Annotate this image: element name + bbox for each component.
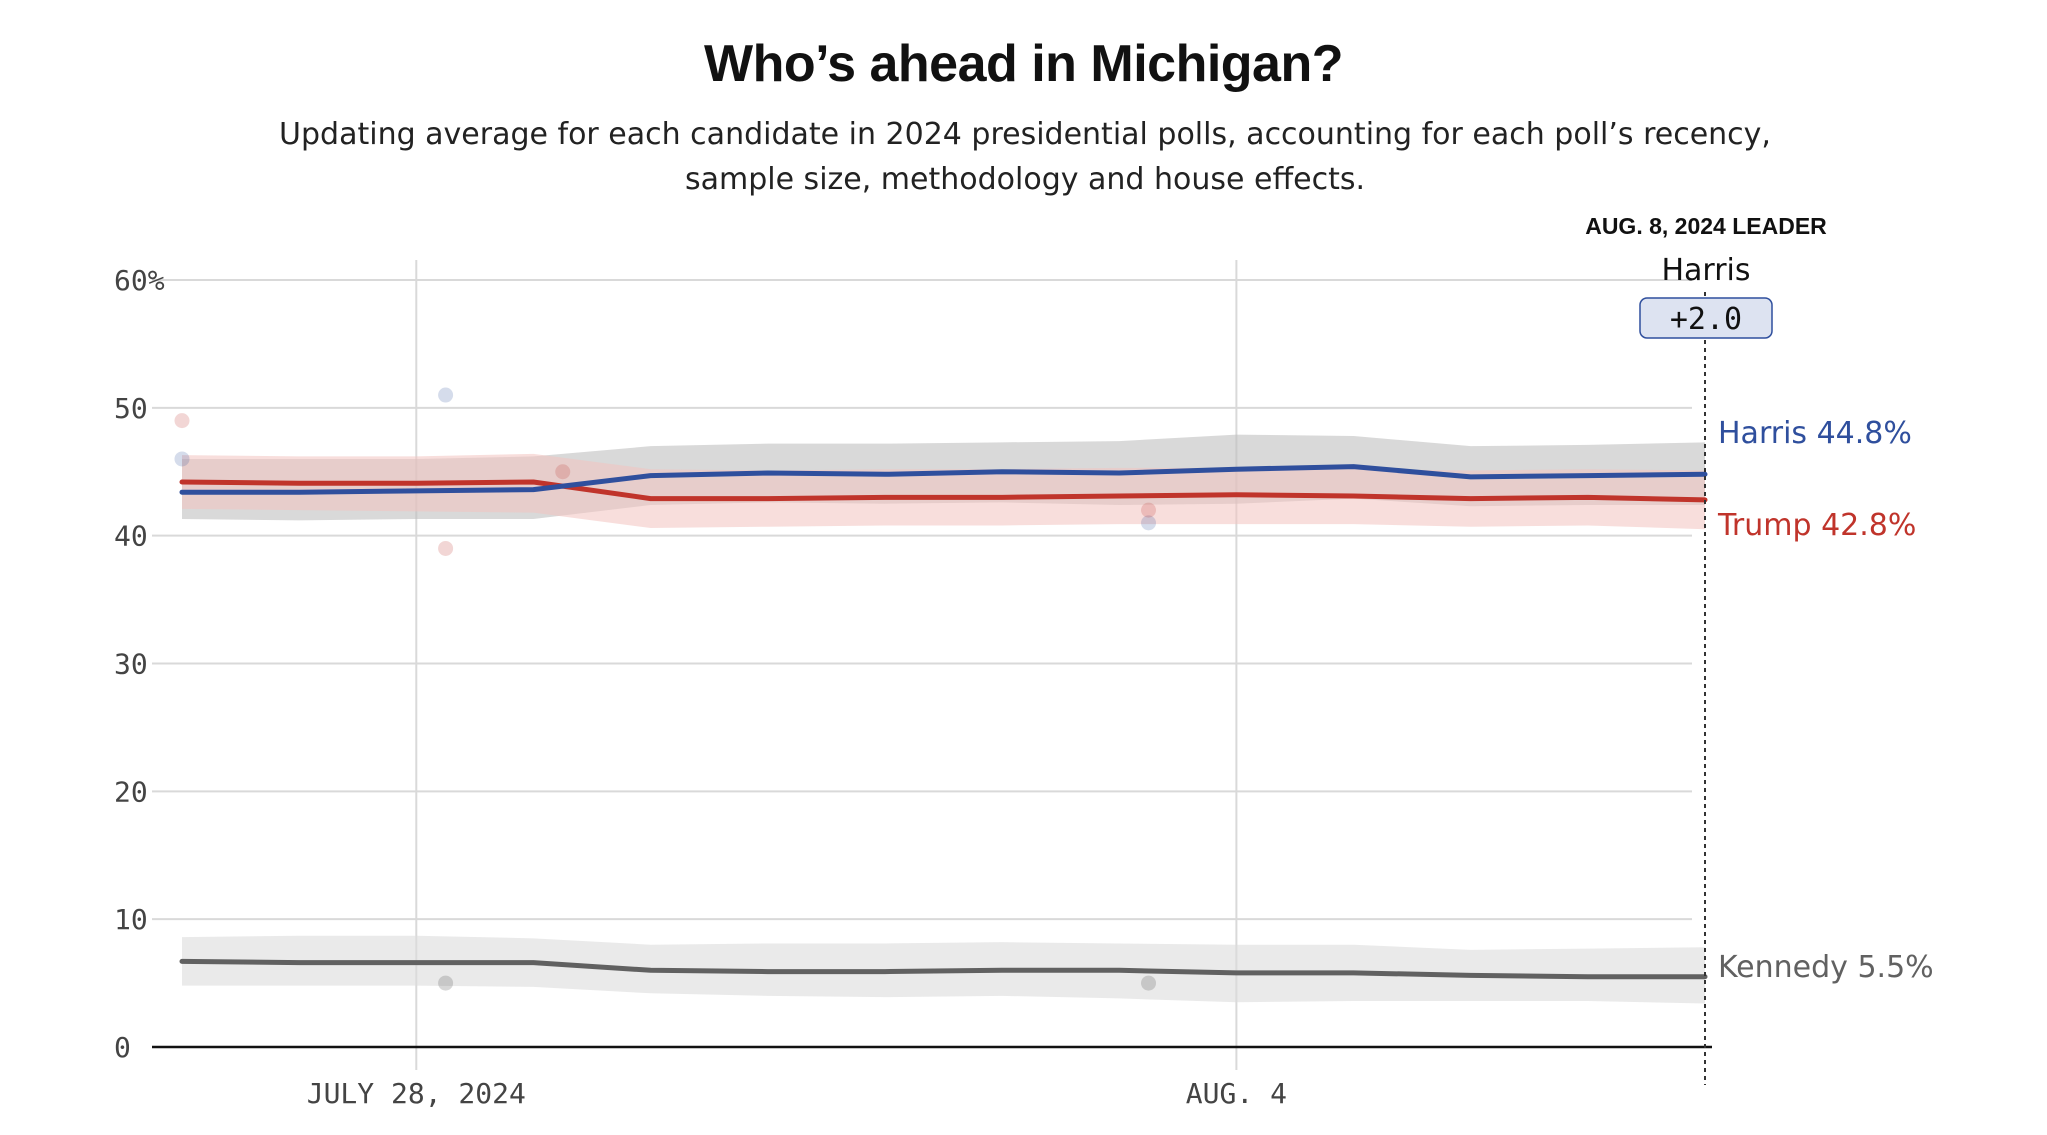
x-tick-label: JULY 28, 2024 (307, 1077, 526, 1110)
kennedy-poll-dot (438, 975, 454, 991)
kennedy-average-line (179, 958, 1708, 980)
harris-poll-dot (1141, 515, 1157, 531)
harris-end-label: Harris 44.8% (1718, 416, 1912, 451)
gridlines (152, 260, 1692, 1070)
leader-margin: +2.0 (1670, 302, 1742, 337)
page-subtitle: Updating average for each candidate in 2… (279, 117, 1771, 197)
y-tick-label: 60% (114, 264, 165, 297)
end-labels: Harris 44.8% Trump 42.8% Kennedy 5.5% (1717, 416, 1934, 985)
trump-poll-dot (174, 413, 190, 429)
harris-average-line (179, 464, 1708, 495)
y-tick-label: 0 (114, 1031, 131, 1064)
kennedy-end-label: Kennedy 5.5% (1718, 950, 1934, 985)
y-tick-label: 50 (114, 392, 148, 425)
trump-average-line (179, 479, 1708, 503)
y-tick-label: 40 (114, 520, 148, 553)
poll-dots (174, 387, 1157, 991)
kennedy-poll-dot (1141, 975, 1157, 991)
trump-poll-dot (438, 540, 454, 556)
leader-name: Harris (1661, 253, 1750, 288)
y-tick-label: 30 (114, 648, 148, 681)
trump-poll-dot (555, 464, 571, 480)
harris-poll-dot (174, 451, 190, 467)
y-tick-label: 10 (114, 903, 148, 936)
page-title: Who’s ahead in Michigan? (704, 35, 1344, 93)
harris-poll-dot (438, 387, 454, 403)
trump-end-label: Trump 42.8% (1717, 508, 1916, 543)
trump-poll-dot (1141, 502, 1157, 518)
leader-margin-badge (1639, 297, 1773, 339)
y-tick-label: 20 (114, 775, 148, 808)
leader-callout: AUG. 8, 2024 LEADER Harris +2.0 (1585, 213, 1827, 339)
axes: 0 10 20 30 40 50 60% JULY 28, 2024 AUG. 4 (114, 264, 1712, 1110)
leader-heading: AUG. 8, 2024 LEADER (1585, 213, 1827, 239)
average-lines (179, 464, 1708, 980)
x-tick-label: AUG. 4 (1186, 1077, 1287, 1110)
trump-band (182, 453, 1705, 530)
